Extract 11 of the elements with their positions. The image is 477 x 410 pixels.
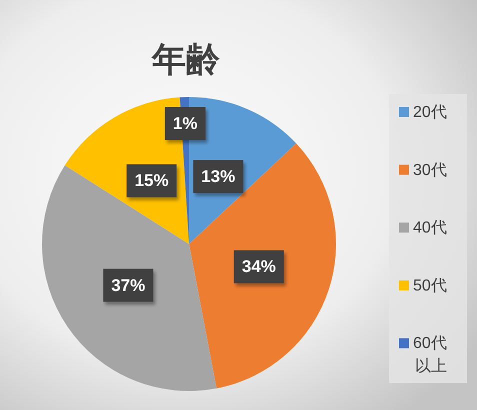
legend-label: 30代 — [413, 161, 447, 178]
legend-label: 60代以上 — [413, 334, 447, 375]
data-label: 37% — [111, 276, 146, 295]
legend-label: 40代 — [413, 219, 447, 236]
data-label: 34% — [242, 257, 276, 276]
data-label: 13% — [201, 167, 236, 186]
chart-title: 年齢 — [151, 41, 220, 79]
legend-label: 50代 — [413, 276, 447, 294]
data-label: 1% — [172, 114, 198, 134]
data-label: 15% — [134, 171, 169, 190]
legend-label: 20代 — [413, 104, 447, 120]
